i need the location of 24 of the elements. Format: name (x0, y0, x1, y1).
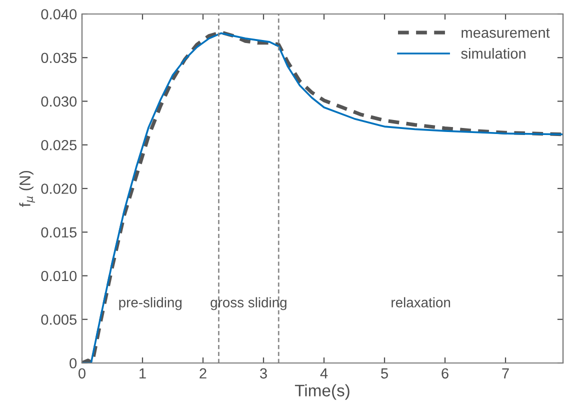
y-tick-label: 0.010 (41, 270, 77, 282)
legend-label: measurement (462, 28, 550, 38)
y-tick-label: 0 (70, 358, 77, 368)
y-tick-label: 0.030 (41, 96, 77, 107)
y-tick-label: 0.020 (41, 184, 77, 194)
annotation: relaxation (392, 297, 450, 308)
legend-label: simulation (461, 48, 526, 59)
y-axis-title: f$_{μ}$ (N) (19, 170, 36, 207)
annotation: pre-sliding (119, 297, 182, 310)
x-tick-label: 5 (381, 368, 388, 379)
x-tick-label: 1 (140, 368, 146, 378)
x-tick-label: 0 (78, 368, 86, 379)
annotation: gross sliding (210, 297, 286, 310)
y-tick-label: 0.025 (41, 140, 77, 150)
x-tick-label: 3 (260, 368, 267, 379)
y-tick-label: 0.015 (41, 227, 77, 238)
y-tick-label: 0.040 (41, 9, 77, 20)
y-tick-label: 0.035 (41, 52, 77, 64)
x-tick-label: 4 (320, 368, 328, 378)
x-tick-label: 6 (442, 368, 448, 379)
y-tick-label: 0.005 (41, 314, 77, 325)
x-tick-label: 7 (502, 368, 509, 378)
x-axis-title: Time(s) (294, 384, 350, 400)
x-tick-label: 2 (200, 368, 206, 378)
